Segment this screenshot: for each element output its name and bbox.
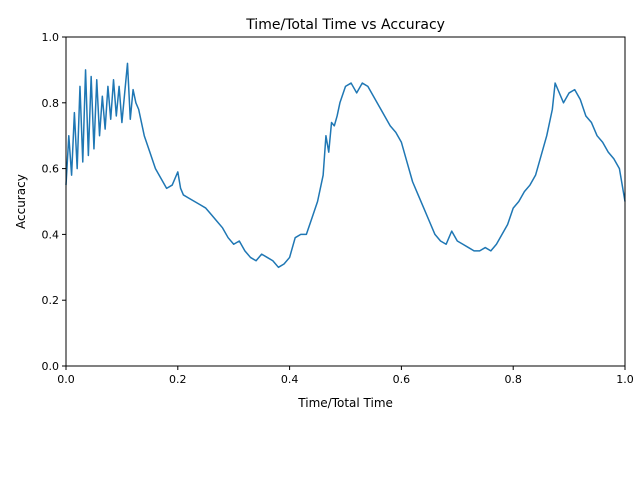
plot-area xyxy=(65,62,626,269)
axes-frame xyxy=(65,36,626,367)
x-tick-label: 0.0 xyxy=(57,373,75,386)
y-tick-label: 1.0 xyxy=(42,31,60,44)
x-tick-label: 0.2 xyxy=(169,373,187,386)
y-tick-label: 0.4 xyxy=(42,228,60,241)
chart-title: Time/Total Time vs Accuracy xyxy=(245,17,445,33)
axis-ticks: 0.0 0.2 0.4 0.6 0.8 1.0 0.0 0.2 0.4 0.6 0.8 1.0 xyxy=(42,31,634,386)
y-tick-label: 0.0 xyxy=(42,360,60,373)
y-tick-label: 0.8 xyxy=(42,97,60,110)
accuracy-line-series xyxy=(65,62,626,269)
y-axis-label: Accuracy xyxy=(14,174,28,229)
x-tick-label: 0.8 xyxy=(504,373,522,386)
y-tick-label: 0.6 xyxy=(42,163,60,176)
x-tick-label: 1.0 xyxy=(616,373,634,386)
x-tick-label: 0.6 xyxy=(393,373,411,386)
y-tick-label: 0.2 xyxy=(42,294,60,307)
x-tick-label: 0.4 xyxy=(281,373,299,386)
x-axis-label: Time/Total Time xyxy=(297,396,393,410)
